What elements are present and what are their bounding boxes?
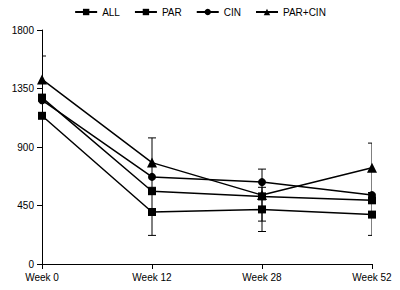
svg-text:CIN: CIN	[224, 7, 241, 18]
svg-text:Week 0: Week 0	[25, 272, 59, 283]
svg-text:Week 12: Week 12	[132, 272, 172, 283]
svg-text:1350: 1350	[12, 83, 35, 94]
svg-text:0: 0	[28, 259, 34, 270]
svg-text:Week 52: Week 52	[352, 272, 392, 283]
svg-text:450: 450	[17, 200, 34, 211]
svg-text:900: 900	[17, 142, 34, 153]
svg-text:PAR: PAR	[162, 7, 182, 18]
svg-text:PAR+CIN: PAR+CIN	[283, 7, 326, 18]
svg-text:Week 28: Week 28	[242, 272, 282, 283]
svg-text:ALL: ALL	[102, 7, 120, 18]
svg-text:1800: 1800	[12, 25, 35, 36]
